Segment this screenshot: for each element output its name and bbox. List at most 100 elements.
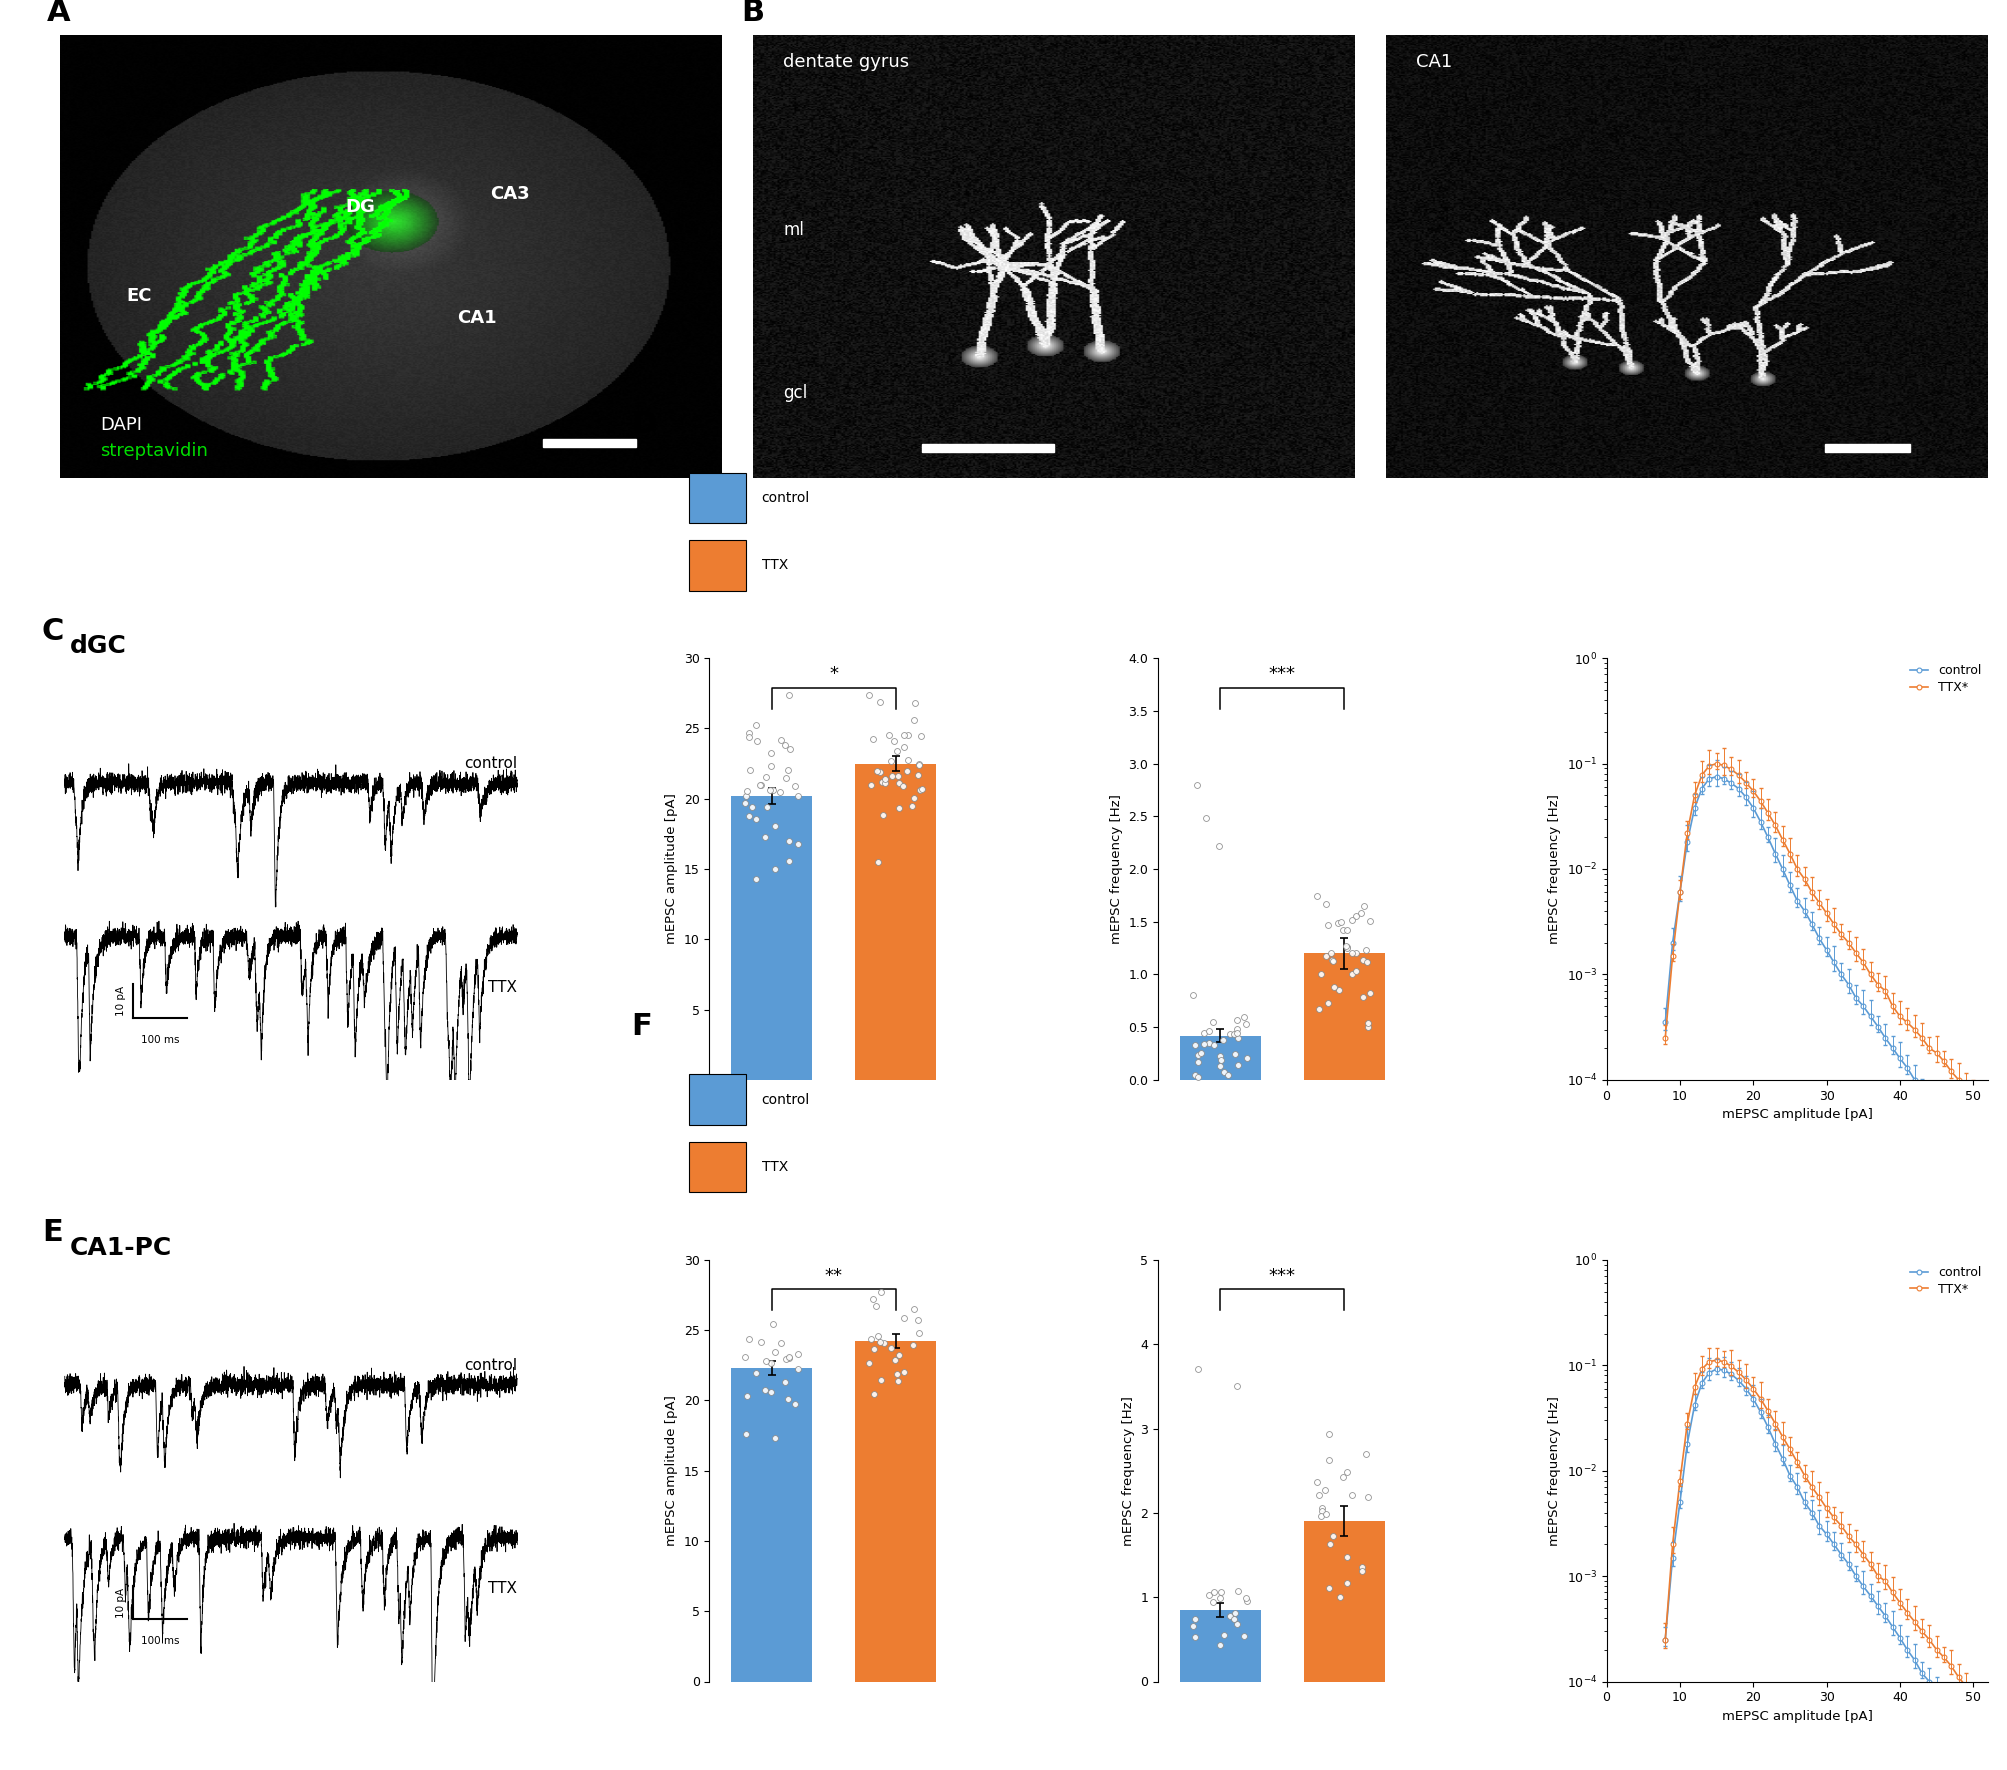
Point: [1335, 906, 1367, 935]
Point: [741, 712, 773, 740]
Point: [865, 768, 897, 796]
TTX*: [1668, 1471, 1692, 1492]
control: [1674, 1434, 1698, 1455]
TTX*: [1806, 1487, 1830, 1508]
TTX*: [1682, 1377, 1706, 1398]
Text: 10 pA: 10 pA: [116, 1588, 126, 1618]
Point: [1216, 1020, 1248, 1048]
Point: [903, 750, 935, 779]
TTX*: [1762, 814, 1786, 835]
control: [1806, 1515, 1830, 1536]
Text: 10 pA: 10 pA: [116, 986, 126, 1016]
control: [1961, 1735, 1985, 1756]
Point: [1353, 979, 1385, 1007]
Point: [857, 1381, 889, 1409]
Text: CA3: CA3: [490, 186, 530, 204]
Point: [1313, 1446, 1345, 1474]
Text: DAPI: DAPI: [100, 416, 142, 434]
control: [1945, 1713, 1969, 1735]
control: [1881, 1616, 1905, 1637]
TTX*: [1901, 1020, 1925, 1041]
Point: [1331, 935, 1363, 963]
control: [1873, 1605, 1897, 1627]
Point: [729, 1342, 761, 1370]
Point: [1212, 1020, 1244, 1048]
Point: [1202, 1043, 1234, 1071]
control: [1762, 843, 1786, 864]
Point: [739, 866, 771, 894]
TTX*: [1881, 1582, 1905, 1604]
Point: [875, 747, 907, 775]
Point: [863, 758, 895, 786]
Text: TTX: TTX: [488, 979, 518, 995]
control: [1873, 1027, 1897, 1048]
Point: [1188, 1071, 1220, 1099]
Point: [1188, 1030, 1220, 1058]
TTX*: [1696, 756, 1720, 777]
control: [1712, 1359, 1736, 1381]
TTX*: [1704, 1349, 1728, 1370]
Line: TTX*: TTX*: [1662, 761, 1975, 1099]
Point: [755, 1349, 787, 1377]
Point: [749, 1347, 781, 1375]
Point: [1301, 1467, 1333, 1496]
control: [1895, 1639, 1919, 1660]
Point: [895, 791, 927, 820]
Point: [1202, 832, 1234, 860]
Point: [1202, 1051, 1234, 1080]
Point: [1192, 1028, 1224, 1057]
Bar: [855, 763, 935, 1080]
Point: [1218, 1600, 1250, 1628]
Point: [769, 731, 801, 759]
Text: streptavidin: streptavidin: [100, 442, 209, 460]
Point: [1313, 1574, 1345, 1602]
Point: [1196, 1007, 1228, 1035]
TTX*: [1961, 1085, 1985, 1106]
Point: [755, 777, 787, 805]
control: [1923, 1682, 1947, 1703]
Text: DG: DG: [345, 198, 375, 216]
control: [1682, 1395, 1706, 1416]
control: [1718, 773, 1742, 795]
Point: [1230, 1586, 1262, 1614]
control: [1806, 927, 1830, 949]
control: [1909, 1080, 1933, 1101]
Point: [779, 772, 811, 800]
control: [1923, 1101, 1947, 1122]
Point: [1182, 1356, 1214, 1384]
Point: [755, 738, 787, 766]
TTX*: [1748, 791, 1772, 812]
Point: [1230, 1044, 1262, 1073]
Point: [1345, 1558, 1377, 1586]
Point: [1220, 1020, 1252, 1048]
Point: [1188, 804, 1220, 832]
control: [1668, 881, 1692, 903]
Point: [1335, 1481, 1367, 1510]
control: [1842, 988, 1867, 1009]
Point: [1188, 1020, 1220, 1048]
Text: TTX: TTX: [761, 558, 787, 572]
control: [1792, 901, 1816, 922]
Y-axis label: mEPSC amplitude [pA]: mEPSC amplitude [pA]: [664, 1395, 678, 1547]
TTX*: [1939, 1060, 1963, 1081]
Point: [897, 784, 929, 812]
TTX*: [1732, 772, 1756, 793]
Point: [861, 758, 893, 786]
Point: [887, 733, 919, 761]
Point: [1301, 881, 1333, 910]
Point: [1313, 1529, 1345, 1558]
Text: ***: ***: [1268, 1267, 1295, 1285]
TTX*: [1740, 1379, 1764, 1400]
TTX*: [1923, 1639, 1947, 1660]
Point: [1305, 959, 1337, 988]
TTX*: [1953, 1080, 1977, 1101]
Text: control: control: [761, 1092, 809, 1106]
TTX*: [1828, 924, 1852, 945]
TTX*: [1690, 765, 1714, 786]
Point: [1313, 1420, 1345, 1448]
Text: ***: ***: [1268, 666, 1295, 683]
control: [1836, 1554, 1860, 1575]
Point: [733, 802, 765, 830]
Point: [773, 1384, 805, 1412]
Point: [1339, 956, 1371, 984]
